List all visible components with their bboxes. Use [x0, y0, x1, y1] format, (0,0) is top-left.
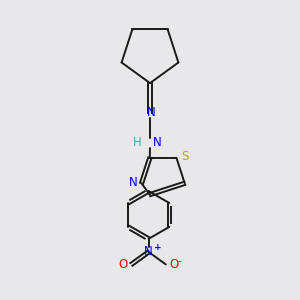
Text: N: N — [147, 106, 156, 119]
Text: S: S — [181, 150, 188, 163]
Text: H: H — [133, 136, 142, 149]
Text: O: O — [169, 258, 178, 271]
Text: N: N — [152, 136, 161, 149]
Text: N: N — [144, 245, 153, 259]
Text: O: O — [118, 258, 128, 271]
Text: N: N — [128, 176, 137, 189]
Text: +: + — [154, 243, 161, 252]
Text: -: - — [178, 256, 182, 266]
